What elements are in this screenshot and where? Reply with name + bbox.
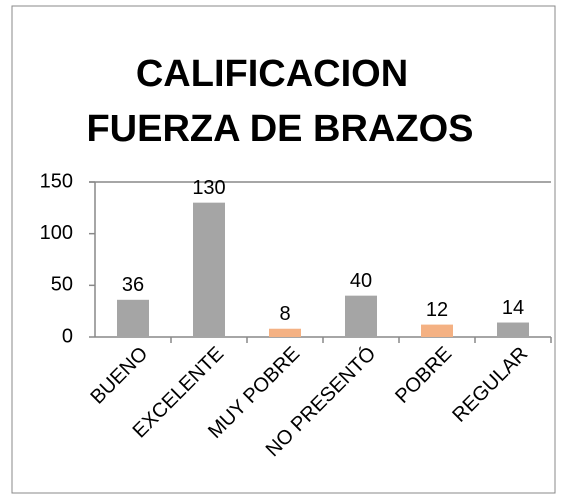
y-tick-label: 50 <box>51 274 73 296</box>
bar <box>269 328 301 337</box>
data-label: 130 <box>192 177 225 199</box>
bar <box>193 202 225 337</box>
chart-title: FUERZA DE BRAZOS <box>86 108 473 150</box>
data-label: 40 <box>350 270 372 292</box>
y-tick-label: 0 <box>62 325 73 347</box>
data-label: 14 <box>502 297 524 319</box>
bar <box>345 295 377 337</box>
bar <box>497 322 529 337</box>
bar <box>421 324 453 337</box>
y-tick-label: 150 <box>40 170 73 192</box>
data-label: 36 <box>122 274 144 296</box>
bar <box>117 299 149 337</box>
chart-frame <box>11 5 556 494</box>
data-label: 8 <box>279 303 290 325</box>
chart-title: CALIFICACION <box>136 53 408 95</box>
data-label: 12 <box>426 299 448 321</box>
y-tick-label: 100 <box>40 222 73 244</box>
